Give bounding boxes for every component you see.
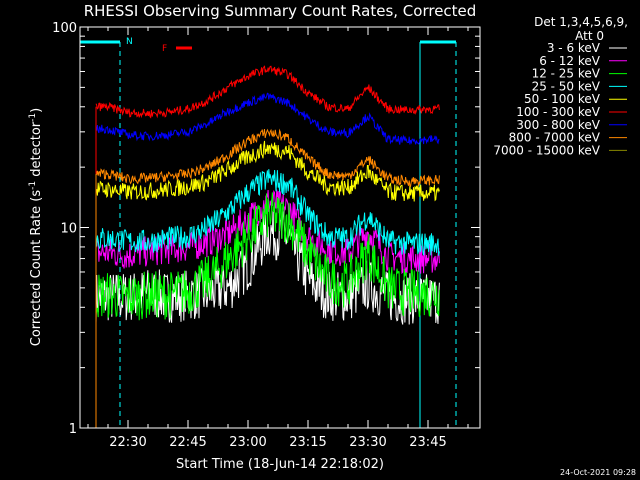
legend-label-6: 300 - 800 keV	[516, 118, 600, 132]
series-line-3	[95, 169, 440, 256]
flare-label: F	[162, 44, 167, 54]
chart-title: RHESSI Observing Summary Count Rates, Co…	[84, 2, 477, 20]
y-axis-ticks: 1 10 100	[52, 21, 480, 437]
legend-label-2: 12 - 25 keV	[532, 67, 601, 81]
series-line-7	[95, 128, 440, 187]
legend-label-0: 3 - 6 keV	[547, 41, 601, 55]
series-lines	[95, 65, 440, 428]
x-tick-label: 22:45	[169, 435, 206, 450]
legend-label-4: 50 - 100 keV	[524, 92, 601, 106]
x-tick-label: 23:45	[409, 435, 446, 450]
x-axis-label: Start Time (18-Jun-14 22:18:02)	[176, 457, 384, 472]
legend-label-8: 7000 - 15000 keV	[493, 143, 600, 157]
night-label: N	[126, 37, 133, 47]
series-line-6	[95, 92, 440, 145]
series-line-0	[95, 207, 440, 325]
x-axis-ticks: 22:30 22:45 23:00 23:15 23:30 23:45	[87, 27, 469, 450]
x-tick-label: 23:00	[229, 435, 266, 450]
x-tick-label: 23:30	[349, 435, 386, 450]
y-tick-label: 10	[60, 222, 77, 237]
y-axis-label: Corrected Count Rate (s-1 detector-1)	[28, 108, 44, 346]
legend-label-7: 800 - 7000 keV	[509, 131, 601, 145]
y-tick-label: 100	[52, 21, 77, 36]
legend-header-1: Det 1,3,4,5,6,9,	[534, 15, 628, 29]
series-line-4	[95, 140, 440, 202]
legend-label-5: 100 - 300 keV	[516, 105, 600, 119]
x-tick-label: 22:30	[109, 435, 146, 450]
legend-header-2: Att 0	[575, 29, 604, 43]
y-tick-label: 1	[69, 422, 77, 437]
legend-label-1: 6 - 12 keV	[539, 54, 601, 68]
legend-label-3: 25 - 50 keV	[532, 79, 601, 93]
series-line-5	[95, 65, 440, 119]
x-tick-label: 23:15	[289, 435, 326, 450]
series-line-2	[95, 192, 440, 321]
timestamp: 24-Oct-2021 09:28	[560, 468, 636, 477]
